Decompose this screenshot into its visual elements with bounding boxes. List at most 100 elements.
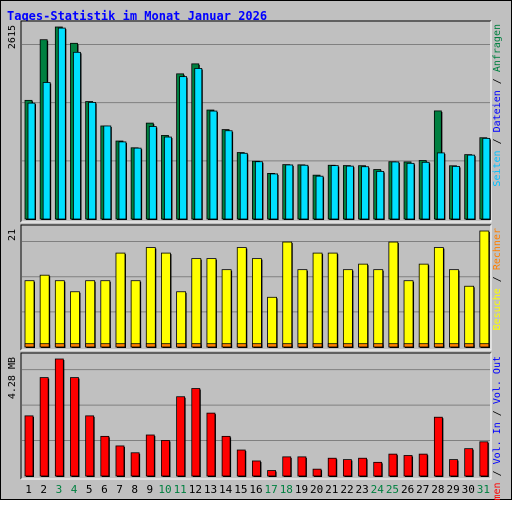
bar-volumen bbox=[100, 435, 110, 477]
day-label: 4 bbox=[71, 483, 78, 496]
bar-rechner bbox=[479, 343, 490, 348]
bar-volumen bbox=[342, 459, 352, 477]
bar-besuche bbox=[373, 269, 384, 348]
legend-entry: Dateien bbox=[492, 90, 503, 132]
panel-visits: 21 bbox=[7, 224, 492, 351]
bar-rechner bbox=[100, 343, 111, 348]
legend-entry: Seiten bbox=[492, 150, 503, 186]
bar-besuche bbox=[312, 252, 323, 348]
bar-besuche bbox=[161, 252, 171, 348]
bar-besuche bbox=[54, 280, 65, 348]
day-label: 2 bbox=[40, 483, 47, 496]
bar-rechner bbox=[282, 343, 293, 348]
bar-volumen bbox=[464, 448, 474, 477]
bar-rechner bbox=[449, 343, 459, 348]
bar-rechner bbox=[54, 343, 65, 348]
panel-frame-shadow bbox=[20, 20, 491, 222]
bar-volumen bbox=[206, 412, 216, 477]
day-label: 13 bbox=[204, 483, 217, 496]
day-label: 23 bbox=[356, 483, 369, 496]
bar-rechner bbox=[267, 343, 277, 348]
bar-volumen bbox=[282, 456, 292, 477]
bar-rechner bbox=[221, 343, 232, 348]
day-label: 24 bbox=[371, 483, 385, 496]
bar-besuche bbox=[479, 230, 490, 348]
bar-rechner bbox=[161, 343, 171, 348]
bar-rechner bbox=[236, 343, 247, 348]
day-label: 20 bbox=[310, 483, 323, 496]
bar-dateien bbox=[391, 161, 400, 220]
legend-hits-panel: Seiten / Dateien / Anfragen bbox=[492, 24, 503, 187]
bar-volumen bbox=[418, 453, 428, 477]
bar-dateien bbox=[239, 152, 248, 220]
bar-dateien bbox=[406, 162, 415, 220]
bar-volumen bbox=[403, 455, 413, 477]
bar-dateien bbox=[164, 136, 172, 220]
bar-dateien bbox=[209, 110, 218, 220]
day-label: 8 bbox=[131, 483, 138, 496]
panel-max-label: 21 bbox=[7, 229, 18, 241]
panel-frame-shadow bbox=[20, 224, 491, 350]
bar-volumen bbox=[449, 459, 458, 477]
bar-dateien bbox=[179, 76, 188, 220]
bar-besuche bbox=[176, 291, 187, 348]
day-label: 21 bbox=[325, 483, 338, 496]
bar-volumen bbox=[358, 457, 367, 477]
legend-entry: / bbox=[492, 72, 503, 90]
panel-max-label: 2615 bbox=[7, 25, 18, 49]
bar-rechner bbox=[24, 343, 35, 348]
bar-dateien bbox=[194, 68, 203, 220]
legend-entry: / bbox=[492, 132, 503, 150]
bar-rechner bbox=[130, 343, 141, 348]
bar-rechner bbox=[388, 343, 399, 348]
bar-rechner bbox=[418, 343, 429, 348]
day-label: 10 bbox=[158, 483, 171, 496]
bar-besuche bbox=[145, 247, 156, 348]
bar-dateien bbox=[467, 154, 476, 220]
bar-besuche bbox=[236, 247, 247, 348]
bar-volumen bbox=[388, 453, 398, 477]
bar-rechner bbox=[373, 343, 384, 348]
day-label: 19 bbox=[295, 483, 308, 496]
bar-dateien bbox=[436, 152, 445, 220]
bar-dateien bbox=[376, 171, 385, 220]
legend-entry: Anfragen bbox=[492, 24, 503, 72]
panel-frame-highlight bbox=[21, 353, 492, 480]
bar-volumen bbox=[24, 415, 34, 477]
bar-dateien bbox=[103, 125, 112, 220]
bar-rechner bbox=[70, 343, 80, 348]
legend-entry: Vol. In bbox=[492, 422, 503, 464]
bar-besuche bbox=[130, 280, 141, 348]
bar-volumen bbox=[479, 441, 489, 477]
panel-hits: 2615 bbox=[7, 20, 492, 223]
bar-dateien bbox=[315, 175, 324, 220]
bar-volumen bbox=[54, 358, 64, 477]
bar-besuche bbox=[358, 263, 368, 348]
bar-rechner bbox=[464, 343, 475, 348]
bar-dateien bbox=[27, 102, 36, 220]
bar-besuche bbox=[327, 252, 338, 348]
bar-dateien bbox=[57, 27, 66, 220]
legend-volume-panel: Volumen / Vol. In / Vol. Out bbox=[492, 356, 503, 500]
bar-volumen bbox=[267, 470, 276, 477]
bar-besuche bbox=[297, 269, 308, 348]
bar-besuche bbox=[433, 247, 444, 348]
bar-volumen bbox=[85, 415, 95, 477]
bar-besuche bbox=[403, 280, 414, 348]
bar-rechner bbox=[206, 343, 217, 348]
bar-rechner bbox=[85, 343, 96, 348]
legend-entry: Rechner bbox=[492, 228, 503, 270]
bar-rechner bbox=[327, 343, 338, 348]
bar-volumen bbox=[327, 457, 337, 477]
day-label: 26 bbox=[401, 483, 414, 496]
panel-kbytes: 4.28 MB bbox=[7, 352, 492, 480]
bar-besuche bbox=[388, 241, 399, 348]
day-label: 1 bbox=[25, 483, 32, 496]
day-label: 9 bbox=[147, 483, 154, 496]
legend-entry: / bbox=[492, 404, 503, 422]
bar-dateien bbox=[421, 161, 430, 220]
bar-besuche bbox=[115, 252, 126, 348]
day-label: 31 bbox=[477, 483, 490, 496]
legend-entry: Besuche bbox=[492, 288, 503, 330]
